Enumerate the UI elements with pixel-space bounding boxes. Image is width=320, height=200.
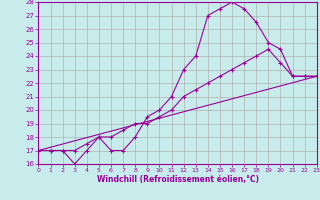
X-axis label: Windchill (Refroidissement éolien,°C): Windchill (Refroidissement éolien,°C) [97,175,259,184]
